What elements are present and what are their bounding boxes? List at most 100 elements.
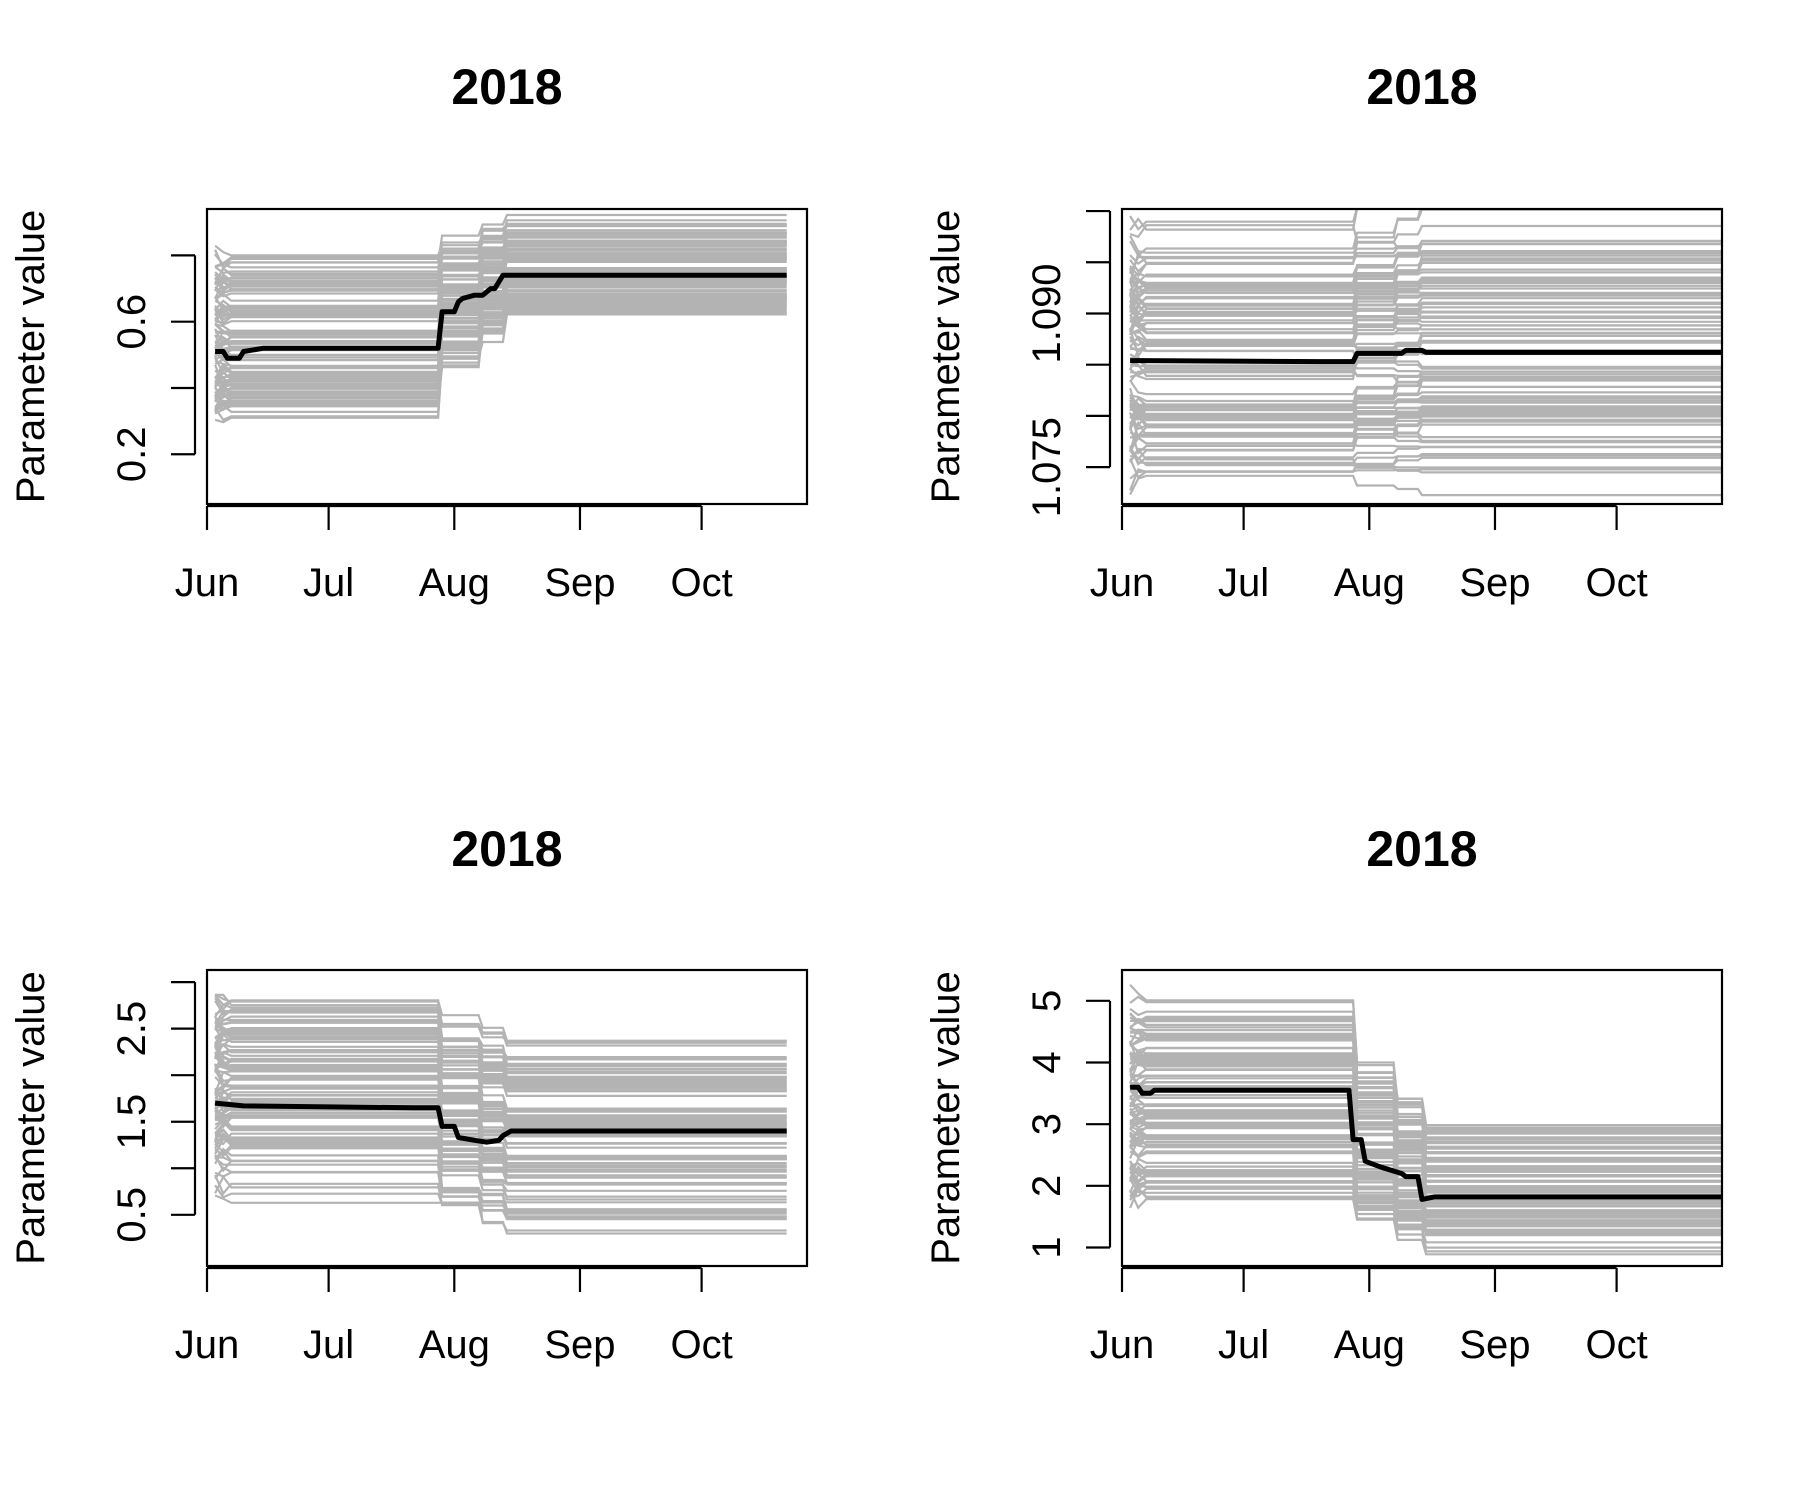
ensemble-line [1129, 280, 1722, 310]
x-tick-label: Oct [670, 561, 732, 605]
x-tick-label: Aug [419, 561, 490, 605]
panel-2: 2018 Parameter value Jun Jul Aug Sep Oct 1.075 1… [924, 59, 1724, 605]
ensemble-line [214, 1055, 787, 1123]
ensemble-line [1129, 341, 1722, 351]
x-tick-label: Aug [1334, 561, 1405, 605]
ensemble-line [214, 1044, 787, 1079]
ensemble-line [214, 213, 787, 270]
ensemble-line [1129, 474, 1722, 497]
ensemble-line [1129, 1131, 1722, 1222]
y-tick-label: 0.6 [110, 294, 154, 350]
ensemble-line [1129, 393, 1722, 407]
ensemble-line [1129, 1073, 1722, 1171]
x-tick-label: Sep [544, 1323, 615, 1367]
ensemble-line [214, 1018, 787, 1075]
ensemble-line [214, 254, 787, 313]
ensemble-line [214, 1015, 787, 1059]
ensemble-line [214, 280, 787, 355]
ensemble-line [1129, 209, 1722, 258]
ensemble-line [214, 1166, 787, 1218]
x-tick-label: Sep [1459, 561, 1530, 605]
y-tick-label: 0.2 [110, 426, 154, 482]
ensemble-line [1129, 454, 1722, 469]
ensemble-line [1129, 308, 1722, 323]
ensemble-line [1129, 324, 1722, 347]
ensemble-line [1129, 235, 1722, 254]
ensemble-line [1129, 1081, 1722, 1173]
plot-area [1129, 209, 1722, 497]
ensemble-line [1129, 1046, 1722, 1135]
y-tick-label: 1.5 [110, 1094, 154, 1150]
ensemble-line [1129, 1119, 1722, 1217]
ensemble-line [1129, 287, 1722, 309]
ensemble-line [1129, 447, 1722, 474]
y-tick-label: 1.090 [1025, 263, 1069, 363]
ensemble-line [1130, 367, 1722, 388]
ensemble-line [1129, 405, 1722, 450]
ensemble-line [1129, 303, 1722, 333]
x-tick-label: Jun [175, 1323, 240, 1367]
ensemble-line [214, 1128, 787, 1173]
plot-area [214, 993, 787, 1235]
y-axis-title: Parameter value [924, 971, 968, 1264]
x-tick-label: Oct [1585, 561, 1647, 605]
y-tick-label: 4 [1025, 1051, 1069, 1073]
median-line [1130, 1084, 1722, 1202]
x-tick-label: Oct [1585, 1323, 1647, 1367]
x-tick-label: Jul [303, 1323, 354, 1367]
ensemble-line [1129, 280, 1722, 320]
ensemble-line [214, 1171, 787, 1215]
median-line [214, 1100, 787, 1145]
ensemble-line [214, 993, 787, 1047]
plot-frame [205, 968, 809, 1268]
ensemble-line [1129, 270, 1722, 286]
x-tick-label: Jun [1090, 1323, 1155, 1367]
x-tick-label: Jul [303, 561, 354, 605]
ensemble-line [1129, 315, 1722, 341]
y-tick-label: 0.5 [110, 1187, 154, 1243]
ensemble-line [1129, 1103, 1722, 1188]
y-tick-label: 3 [1025, 1113, 1069, 1135]
ensemble-line [1129, 1036, 1722, 1141]
x-tick-label: Jul [1218, 561, 1269, 605]
ensemble-line [214, 1032, 787, 1089]
median-line [1130, 347, 1722, 365]
plot-frame [1120, 207, 1724, 506]
plot-frame [1120, 968, 1724, 1268]
ensemble-line [1129, 1058, 1722, 1178]
ensemble-line [214, 1098, 787, 1131]
panel-3: 2018 Parameter value Jun Jul Aug Sep Oct 0.5 1.5… [9, 821, 809, 1367]
ensemble-line [1129, 209, 1395, 231]
x-tick-label: Oct [670, 1323, 732, 1367]
y-axis-title: Parameter value [924, 210, 968, 503]
y-tick-label: 5 [1025, 990, 1069, 1012]
x-tick-label: Aug [1334, 1323, 1405, 1367]
y-axis-title: Parameter value [9, 210, 53, 503]
ensemble-line [1129, 456, 1722, 479]
ensemble-line [1129, 394, 1722, 404]
y-tick-label: 1 [1025, 1236, 1069, 1258]
panel-title: 2018 [451, 59, 562, 115]
x-tick-label: Jul [1218, 1323, 1269, 1367]
panel-1: 2018 Parameter value Jun Jul Aug Sep Oct 0.2 0.6 [9, 59, 809, 605]
ensemble-line [214, 997, 787, 1042]
panel-4: 2018 Parameter value Jun Jul Aug Sep Oct 1 2 3 4 5 [924, 821, 1724, 1367]
y-tick-label: 1.075 [1025, 417, 1069, 517]
y-tick-label: 2.5 [110, 1001, 154, 1057]
x-tick-label: Sep [1459, 1323, 1530, 1367]
ensemble-line [214, 1099, 787, 1149]
y-tick-label: 2 [1025, 1175, 1069, 1197]
x-tick-label: Jun [1090, 561, 1155, 605]
ensemble-line [214, 294, 787, 405]
x-tick-label: Sep [544, 561, 615, 605]
ensemble-line [1129, 1157, 1722, 1224]
ensemble-line [1129, 250, 1722, 285]
median-line [215, 272, 787, 361]
ensemble-line [214, 1117, 787, 1169]
ensemble-line [214, 1146, 787, 1185]
panel-title: 2018 [1366, 59, 1477, 115]
ensemble-line [1129, 420, 1722, 463]
ensemble-line [1129, 373, 1722, 418]
ensemble-line [1129, 1186, 1722, 1234]
